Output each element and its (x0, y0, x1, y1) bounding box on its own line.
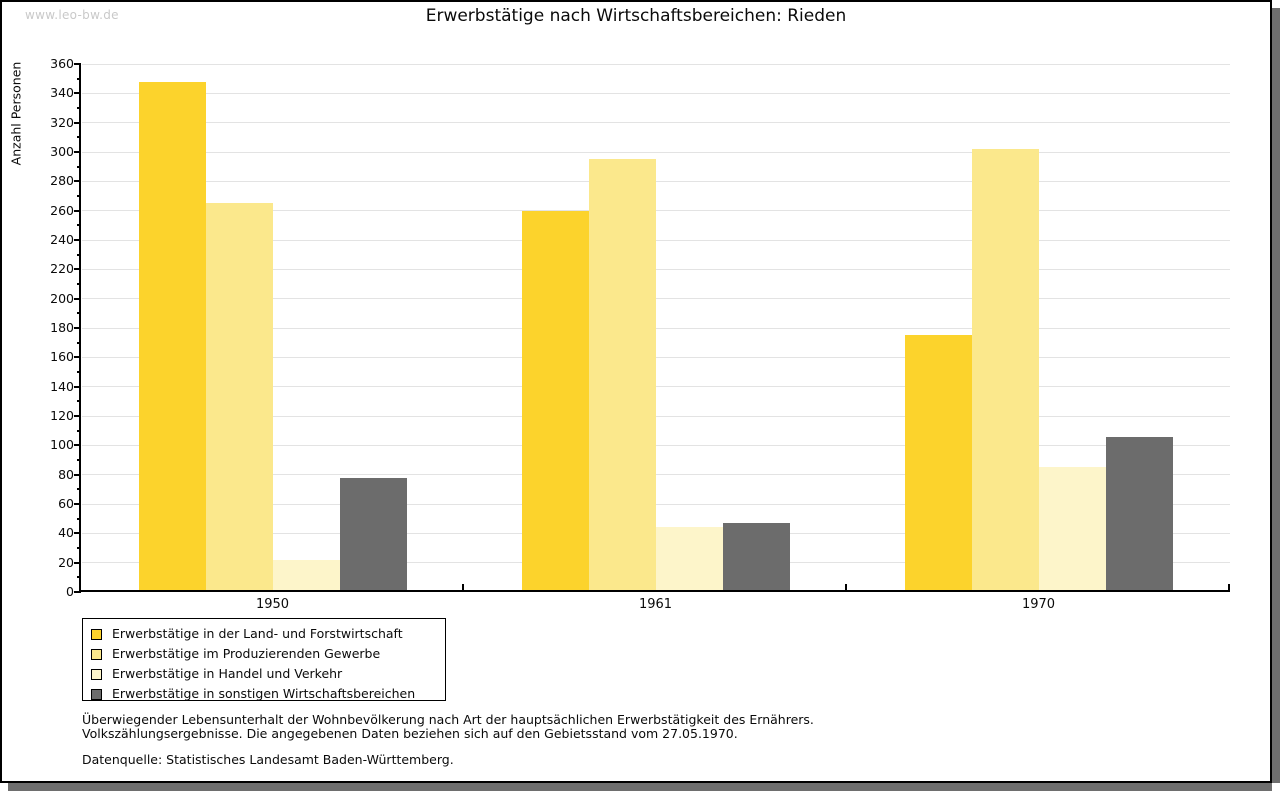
gridline (82, 474, 1230, 476)
legend-box: Erwerbstätige in der Land- und Forstwirt… (82, 618, 446, 701)
gridline (82, 444, 1230, 446)
gridline (82, 268, 1230, 270)
gridline (82, 122, 1230, 124)
gridline (82, 327, 1230, 329)
y-major-tick (74, 444, 81, 447)
x-category-label: 1950 (255, 597, 290, 612)
y-tick-label: 340 (50, 85, 74, 101)
y-tick-label: 240 (50, 232, 74, 247)
y-major-tick (74, 473, 81, 476)
y-major-tick (74, 180, 81, 183)
bar-series-2-1950 (205, 203, 273, 592)
gridline (82, 151, 1230, 153)
y-tick-label: 120 (50, 408, 74, 423)
bar-series-4-1950 (339, 477, 407, 592)
y-tick-label: 360 (50, 56, 74, 71)
legend-item: Erwerbstätige im Produzierenden Gewerbe (83, 646, 445, 666)
y-major-tick (74, 121, 81, 124)
watermark-text: www.leo-bw.de (25, 8, 119, 22)
y-major-tick (74, 151, 81, 153)
gridline (82, 415, 1230, 417)
y-major-tick (74, 385, 81, 388)
y-tick-label: 60 (58, 496, 74, 511)
legend-item: Erwerbstätige in Handel und Verkehr (83, 666, 445, 686)
footnote-line-2: Volkszählungsergebnisse. Die angegebenen… (82, 726, 738, 741)
y-tick-label: 100 (50, 437, 74, 453)
bar-series-3-1961 (655, 527, 723, 592)
gridline (82, 63, 1230, 65)
y-major-tick (74, 532, 81, 535)
y-tick-label: 40 (58, 525, 74, 541)
footnote-line-1: Überwiegender Lebensunterhalt der Wohnbe… (82, 712, 814, 727)
y-major-tick (74, 297, 81, 300)
y-major-tick (74, 503, 81, 505)
y-tick-label: 280 (50, 173, 74, 189)
bar-series-4-1970 (1105, 436, 1173, 592)
y-major-tick (74, 209, 81, 212)
legend-swatch-icon (91, 629, 102, 640)
bar-series-2-1970 (971, 149, 1039, 592)
legend-item: Erwerbstätige in sonstigen Wirtschaftsbe… (83, 686, 445, 706)
gridline (82, 180, 1230, 182)
data-source-note: Datenquelle: Statistisches Landesamt Bad… (82, 752, 454, 767)
y-tick-label: 300 (50, 144, 74, 159)
legend-swatch-icon (91, 689, 102, 700)
y-axis-title: Anzahl Personen (8, 61, 24, 166)
x-boundary-tick (845, 584, 847, 592)
bar-series-3-1970 (1038, 467, 1106, 592)
y-major-tick (74, 92, 81, 95)
legend-label: Erwerbstätige in der Land- und Forstwirt… (112, 626, 403, 641)
y-tick-label: 140 (50, 378, 74, 394)
frame-shadow-bottom (8, 783, 1272, 791)
y-major-tick (74, 63, 81, 65)
y-major-tick (74, 591, 81, 593)
bar-series-1-1950 (138, 81, 206, 592)
x-axis-line (79, 590, 1230, 592)
y-tick-label: 160 (50, 349, 74, 365)
y-tick-label: 20 (58, 554, 74, 570)
gridline (82, 298, 1230, 300)
y-tick-label: 260 (50, 202, 74, 218)
gridline (82, 356, 1230, 358)
bar-series-1-1961 (521, 210, 589, 592)
y-tick-label: 220 (50, 261, 74, 277)
y-major-tick (74, 561, 81, 564)
bar-series-1-1970 (904, 335, 972, 592)
legend-label: Erwerbstätige in sonstigen Wirtschaftsbe… (112, 686, 416, 701)
x-boundary-tick (462, 584, 464, 592)
frame-shadow-right (1272, 8, 1280, 783)
x-boundary-tick (1228, 584, 1230, 592)
x-category-label: 1970 (1021, 597, 1056, 612)
chart-title: Erwerbstätige nach Wirtschaftsbereichen:… (425, 6, 847, 26)
legend-label: Erwerbstätige im Produzierenden Gewerbe (112, 646, 381, 661)
gridline (82, 239, 1230, 241)
gridline (82, 92, 1230, 94)
y-tick-label: 200 (50, 290, 74, 306)
y-tick-label: 80 (58, 466, 74, 482)
legend-swatch-icon (91, 649, 102, 660)
x-category-label: 1961 (638, 597, 673, 612)
y-tick-label: 320 (50, 114, 74, 130)
y-tick-label: 180 (50, 320, 74, 335)
bar-series-4-1961 (722, 523, 790, 592)
y-major-tick (74, 327, 81, 329)
bar-series-3-1950 (272, 559, 340, 592)
legend-item: Erwerbstätige in der Land- und Forstwirt… (83, 626, 445, 646)
legend-label: Erwerbstätige in Handel und Verkehr (112, 666, 343, 681)
gridline (82, 386, 1230, 388)
y-major-tick (74, 356, 81, 359)
gridline (82, 210, 1230, 212)
y-tick-label: 0 (66, 584, 74, 599)
y-axis-line (79, 63, 81, 592)
y-major-tick (74, 268, 81, 271)
y-major-tick (74, 415, 81, 417)
bar-series-2-1961 (588, 159, 656, 592)
gridline (82, 503, 1230, 505)
legend-swatch-icon (91, 669, 102, 680)
y-major-tick (74, 239, 81, 241)
